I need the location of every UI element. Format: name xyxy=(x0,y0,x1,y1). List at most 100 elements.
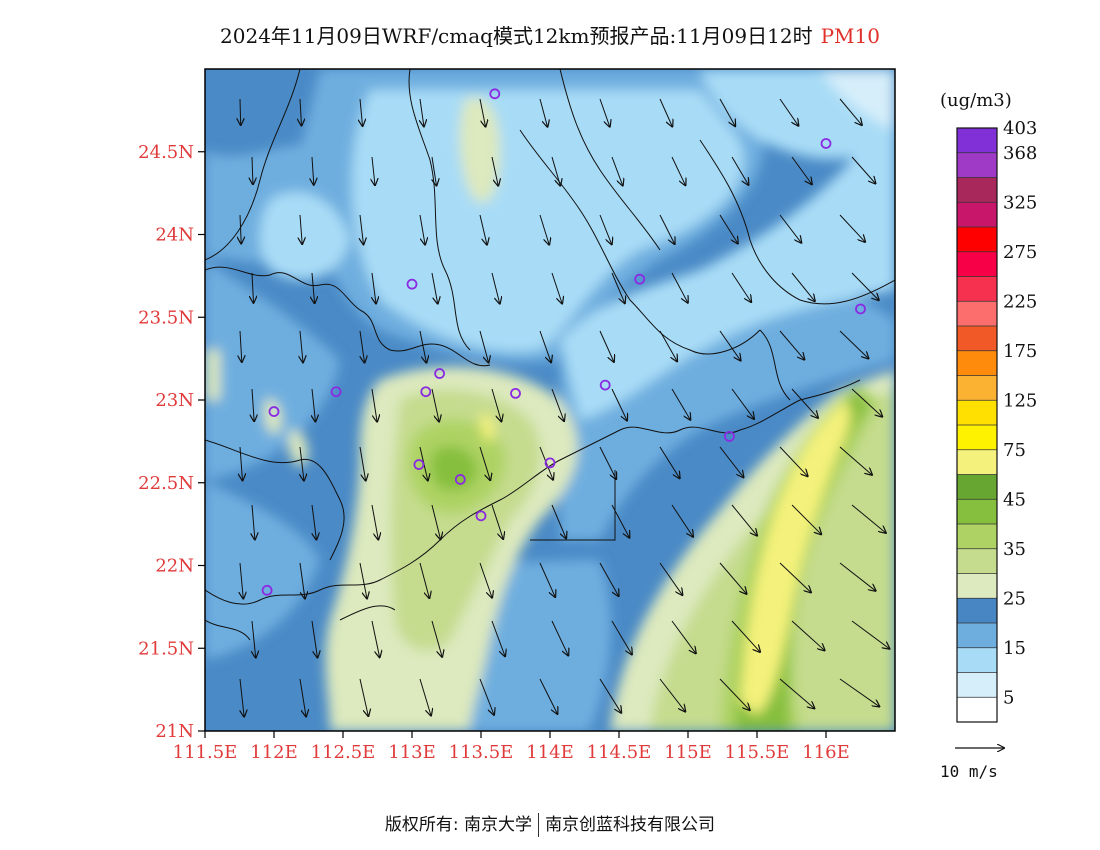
wind-arrow xyxy=(839,214,865,242)
longitude-axis: 111.5E 112E 112.5E 113E 113.5E 114E 114.5E 115E… xyxy=(173,731,850,763)
wind-arrow xyxy=(372,272,376,303)
wind-arrow xyxy=(240,678,244,717)
wind-arrow xyxy=(731,620,760,652)
station-marker xyxy=(454,474,466,485)
wind-arrow xyxy=(851,620,889,649)
wind-arrow xyxy=(851,504,886,533)
wind-arrow xyxy=(300,98,301,126)
coastline-boundaries xyxy=(205,69,895,641)
wind-arrow xyxy=(611,272,625,303)
wind-arrow xyxy=(240,330,242,362)
colorbar-label: 325 xyxy=(1003,192,1037,213)
colorbar-label: 15 xyxy=(1003,638,1026,659)
colorbar-bin xyxy=(957,672,997,698)
lat-tick-label: 21.5N xyxy=(138,638,194,659)
lon-tick-label: 111.5E xyxy=(173,742,238,763)
wind-arrow xyxy=(719,330,741,361)
wind-arrow xyxy=(599,446,616,479)
colorbar-bin xyxy=(957,177,997,203)
wind-arrow xyxy=(300,330,303,362)
map-title: 2024年11月09日WRF/cmaq模式12km预报产品:11月09日12时 P… xyxy=(0,20,1100,49)
wind-arrow xyxy=(419,678,431,716)
colorbar-bin xyxy=(957,251,997,277)
wind-arrow xyxy=(299,678,306,716)
wind-arrow xyxy=(791,272,815,301)
colorbar-label: 275 xyxy=(1003,242,1037,263)
wind-arrow xyxy=(539,98,547,127)
station-marker xyxy=(510,387,521,399)
colorbar-bin xyxy=(957,276,997,302)
colorbar-bin xyxy=(957,227,997,252)
wind-arrow xyxy=(312,272,315,303)
wind-arrow xyxy=(240,98,241,125)
wind-arrow xyxy=(431,272,438,304)
wind-arrow xyxy=(252,156,253,184)
wind-arrow xyxy=(240,214,241,244)
colorbar-label: 175 xyxy=(1003,341,1037,362)
wind-arrow xyxy=(611,388,627,421)
wind-arrow xyxy=(479,330,489,363)
copyright-company: 南京创蓝科技有限公司 xyxy=(545,815,716,835)
wind-arrow xyxy=(851,156,875,184)
station-marker xyxy=(489,88,501,100)
wind-arrow xyxy=(719,214,738,243)
wind-arrow xyxy=(779,678,814,708)
station-marker xyxy=(544,457,556,469)
wind-arrow xyxy=(839,330,868,359)
wind-arrow xyxy=(671,388,690,420)
wind-arrow xyxy=(300,446,304,481)
wind-arrow xyxy=(360,214,363,244)
lon-tick-label: 114.5E xyxy=(587,742,652,763)
lon-tick-label: 112.5E xyxy=(311,742,376,763)
wind-arrow xyxy=(731,388,754,419)
wind-arrow xyxy=(779,446,808,476)
wind-arrow xyxy=(360,98,363,126)
wind-arrow xyxy=(779,330,804,360)
wind-arrow xyxy=(791,156,812,184)
wind-arrow xyxy=(371,388,377,422)
station-marker xyxy=(634,273,646,285)
wind-arrow xyxy=(359,446,366,481)
wind-arrow xyxy=(599,678,621,713)
colorbar-bin xyxy=(957,326,997,351)
colorbar-label: 125 xyxy=(1003,390,1037,411)
lon-tick-label: 114E xyxy=(526,742,574,763)
wind-arrow xyxy=(551,504,566,538)
wind-arrow xyxy=(791,504,821,534)
wind-arrow xyxy=(839,562,876,591)
copyright-separator xyxy=(538,813,540,837)
wind-arrow xyxy=(539,330,551,362)
wind-arrow xyxy=(479,98,486,127)
wind-arrow xyxy=(431,388,439,422)
wind-arrow xyxy=(252,504,255,539)
wind-arrow xyxy=(371,620,380,657)
wind-arrow xyxy=(312,156,314,185)
colorbar-label: 403 xyxy=(1003,118,1037,139)
station-marker xyxy=(268,406,280,417)
wind-arrow xyxy=(779,214,801,243)
wind-arrow xyxy=(539,214,549,245)
wind-arrow xyxy=(300,214,302,244)
lat-tick-label: 23N xyxy=(155,390,194,411)
lon-tick-label: 113.5E xyxy=(449,742,514,763)
wind-arrow xyxy=(851,388,882,417)
wind-arrow xyxy=(659,678,685,712)
copyright-owner: 版权所有: 南京大学 xyxy=(384,815,533,835)
wind-arrow xyxy=(611,620,632,654)
wind-arrow xyxy=(791,620,825,650)
wind-arrow xyxy=(491,620,505,656)
wind-arrow xyxy=(539,562,555,597)
wind-arrow xyxy=(599,98,610,127)
wind-arrow xyxy=(419,330,426,363)
wind-arrow xyxy=(599,330,614,362)
lat-tick-label: 22.5N xyxy=(138,473,194,494)
wind-arrow xyxy=(551,156,560,186)
station-marker xyxy=(330,386,342,398)
latitude-axis: 21N 21.5N 22N 22.5N 23N 23.5N 24N 24.5N xyxy=(138,142,205,742)
wind-arrow xyxy=(479,214,487,245)
colorbar-bin xyxy=(957,301,997,326)
wind-arrow xyxy=(420,98,424,126)
colorbar-bin xyxy=(957,548,997,574)
colorbar-bin xyxy=(957,499,997,524)
colorbar-label: 225 xyxy=(1003,291,1037,312)
